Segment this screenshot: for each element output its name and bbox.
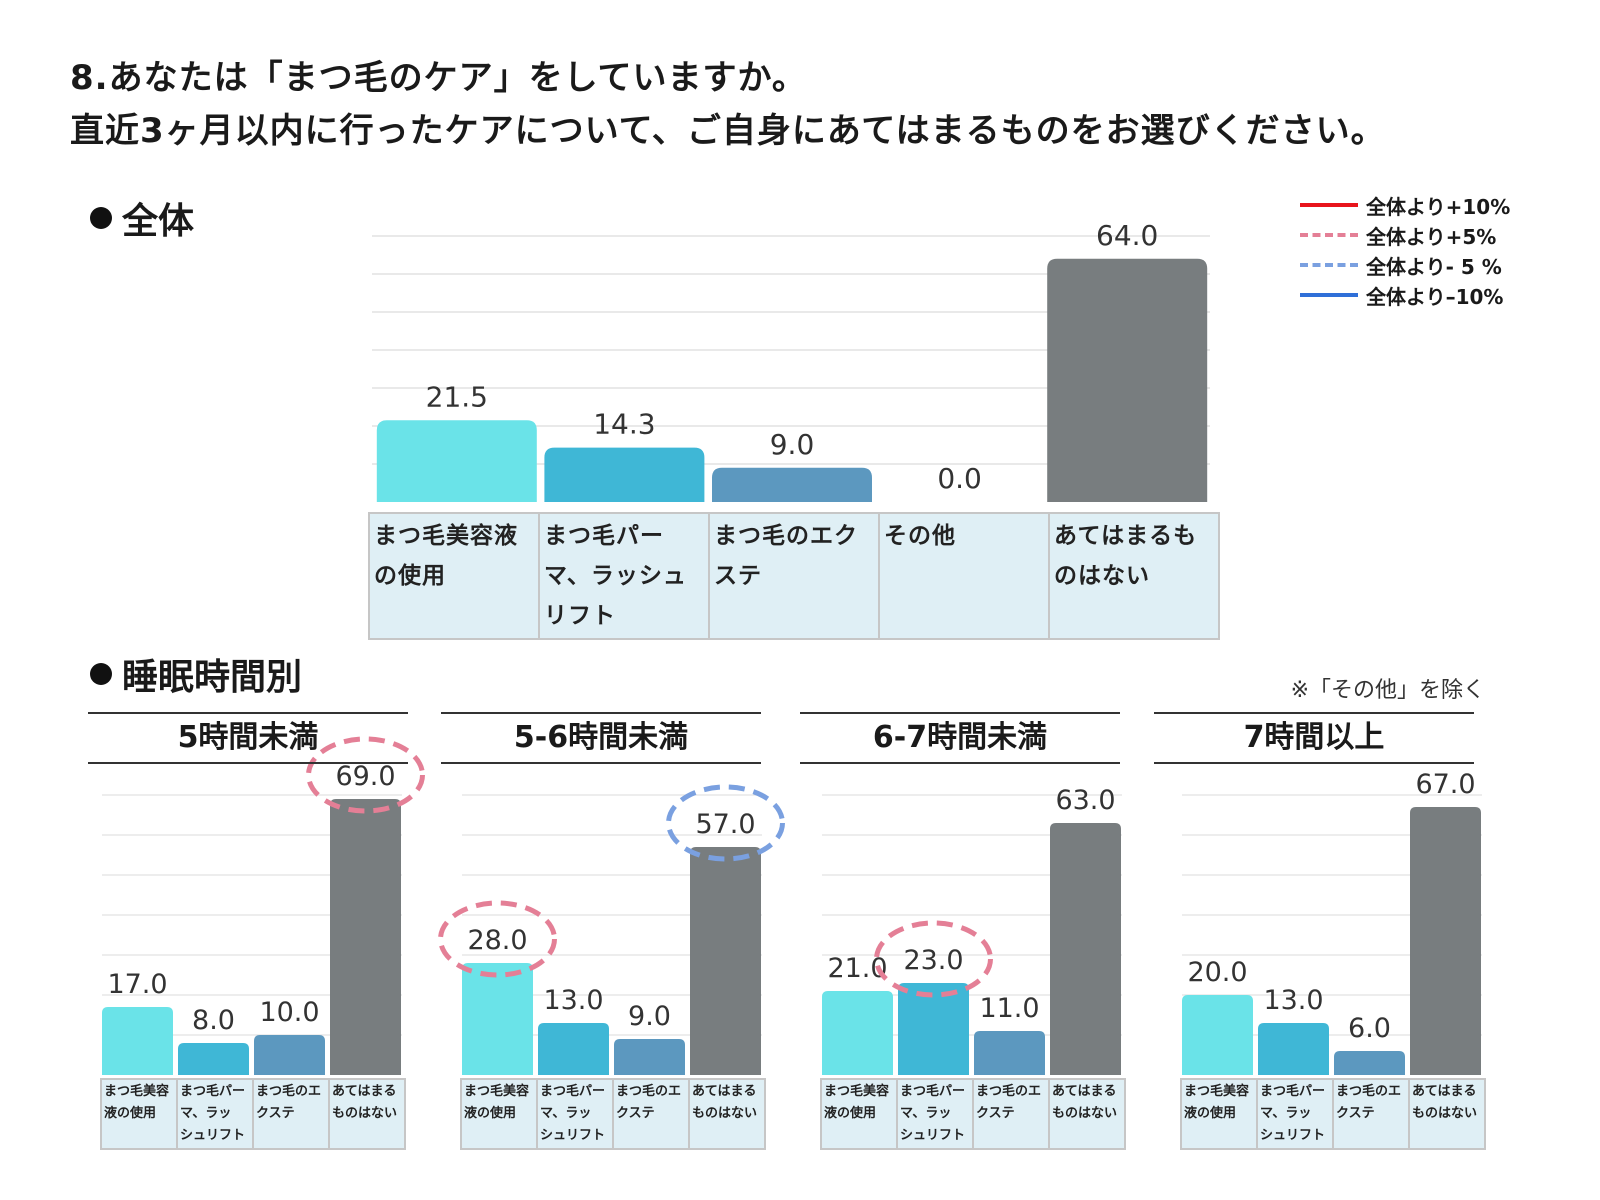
overall-category-table: まつ毛美容液 の使用 まつ毛パー マ、ラッシュ リフト まつ毛のエク ステ その他 あてはまるも…: [368, 512, 1220, 640]
group-title: 5時間未満: [88, 712, 408, 764]
bar: [178, 1043, 249, 1075]
section-overall-label: 全体: [122, 201, 195, 242]
category-cell: まつ毛のエクステ: [612, 1078, 690, 1150]
data-label: 6.0: [1348, 1013, 1391, 1044]
data-label: 57.0: [695, 809, 755, 840]
category-cell: あてはまるものはない: [688, 1078, 766, 1150]
category-cell: あてはまるものはない: [1408, 1078, 1486, 1150]
category-cell: あてはまるものはない: [1048, 1078, 1126, 1150]
data-label: 69.0: [335, 761, 395, 792]
data-label: 13.0: [1263, 985, 1323, 1016]
data-label: 17.0: [107, 969, 167, 1000]
data-label: 20.0: [1187, 957, 1247, 988]
category-cell: まつ毛美容液の使用: [460, 1078, 538, 1150]
bar: [898, 983, 969, 1075]
data-label: 23.0: [903, 945, 963, 976]
legend-swatch-icon: [1300, 233, 1358, 237]
bar: [462, 963, 533, 1075]
category-cell: まつ毛のエクステ: [972, 1078, 1050, 1150]
bar: [254, 1035, 325, 1075]
category-cell: まつ毛パーマ、ラッシュリフト: [536, 1078, 614, 1150]
bar: [538, 1023, 609, 1075]
category-cell: あてはまるものはない: [328, 1078, 406, 1150]
data-label: 9.0: [770, 428, 815, 461]
data-label: 64.0: [1096, 219, 1158, 252]
category-cell: まつ毛パーマ、ラッシュリフト: [896, 1078, 974, 1150]
category-cell: まつ毛美容液の使用: [1180, 1078, 1258, 1150]
group-title: 7時間以上: [1154, 712, 1474, 764]
bar: [822, 991, 893, 1075]
bar: [1047, 258, 1208, 502]
data-label: 63.0: [1055, 785, 1115, 816]
legend-item: 全体より+10%: [1300, 190, 1510, 220]
highlight-ellipse: [666, 784, 785, 862]
highlight-ellipse: [306, 736, 425, 814]
legend-swatch-icon: [1300, 203, 1358, 207]
bar: [102, 1007, 173, 1075]
bar: [690, 847, 761, 1075]
data-label: 10.0: [259, 997, 319, 1028]
data-label: 0.0: [937, 462, 982, 495]
category-cell: まつ毛のエクステ: [1332, 1078, 1410, 1150]
data-label: 8.0: [192, 1005, 235, 1036]
legend-label: 全体より+10%: [1366, 194, 1511, 219]
group-title: 5-6時間未満: [441, 712, 761, 764]
category-cell: まつ毛パーマ、ラッシュリフト: [176, 1078, 254, 1150]
highlight-ellipse: [438, 900, 557, 978]
data-label: 9.0: [628, 1001, 671, 1032]
section-overall: 全体: [90, 192, 194, 244]
bar: [544, 447, 705, 502]
group-category-table: まつ毛美容 液の使用 まつ毛パー マ、ラッ シュリフト まつ毛のエ クステ あてはまる ものはな…: [820, 1078, 1126, 1150]
note-text: ※「その他」を除く: [1290, 678, 1485, 703]
category-cell: まつ毛のエクステ: [708, 512, 880, 640]
section-by-sleep: 睡眠時間別: [90, 648, 302, 700]
category-cell: その他: [878, 512, 1050, 640]
legend-item: 全体より- 5 %: [1300, 250, 1510, 280]
data-label: 13.0: [543, 985, 603, 1016]
group-category-table: まつ毛美容 液の使用 まつ毛パー マ、ラッ シュリフト まつ毛のエ クステ あてはまる ものはな…: [460, 1078, 766, 1150]
legend-label: 全体より- 5 %: [1366, 254, 1502, 279]
category-cell: まつ毛パーマ、ラッシュリフト: [1256, 1078, 1334, 1150]
section-by-sleep-label: 睡眠時間別: [122, 657, 303, 698]
bar: [1410, 807, 1481, 1075]
bullet-icon: [90, 663, 112, 685]
legend-swatch-icon: [1300, 263, 1358, 267]
data-label: 11.0: [979, 993, 1039, 1024]
bar: [614, 1039, 685, 1075]
legend: 全体より+10% 全体より+5% 全体より- 5 % 全体より–10%: [1300, 190, 1510, 310]
data-label: 67.0: [1415, 769, 1475, 800]
bar: [1258, 1023, 1329, 1075]
data-label: 28.0: [467, 925, 527, 956]
category-cell: まつ毛美容液の使用: [368, 512, 540, 640]
data-label: 14.3: [593, 408, 655, 441]
category-cell: まつ毛美容液の使用: [820, 1078, 898, 1150]
bar: [1334, 1051, 1405, 1075]
bar: [376, 420, 537, 502]
category-cell: まつ毛パーマ、ラッシュリフト: [538, 512, 710, 640]
category-cell: まつ毛美容液の使用: [100, 1078, 178, 1150]
bar: [330, 799, 401, 1075]
bar: [974, 1031, 1045, 1075]
legend-label: 全体より+5%: [1366, 224, 1497, 249]
legend-label: 全体より–10%: [1366, 284, 1504, 309]
data-label: 21.5: [426, 380, 488, 413]
group-title: 6-7時間未満: [800, 712, 1120, 764]
title-line-1: 8.あなたは「まつ毛のケア」をしていますか。: [70, 58, 807, 98]
bar: [1050, 823, 1121, 1075]
bar: [1182, 995, 1253, 1075]
group-category-table: まつ毛美容 液の使用 まつ毛パー マ、ラッ シュリフト まつ毛のエ クステ あてはまる ものはな…: [1180, 1078, 1486, 1150]
legend-item: 全体より–10%: [1300, 280, 1510, 310]
category-cell: まつ毛のエクステ: [252, 1078, 330, 1150]
title-line-2: 直近3ヶ月以内に行ったケアについて、ご自身にあてはまるものをお選びください。: [70, 111, 1386, 151]
legend-swatch-icon: [1300, 293, 1358, 297]
highlight-ellipse: [874, 920, 993, 998]
category-cell: あてはまるものはない: [1048, 512, 1220, 640]
legend-item: 全体より+5%: [1300, 220, 1510, 250]
bullet-icon: [90, 207, 112, 229]
group-category-table: まつ毛美容 液の使用 まつ毛パー マ、ラッ シュリフト まつ毛のエ クステ あてはまる ものはな…: [100, 1078, 406, 1150]
bar: [712, 467, 872, 502]
